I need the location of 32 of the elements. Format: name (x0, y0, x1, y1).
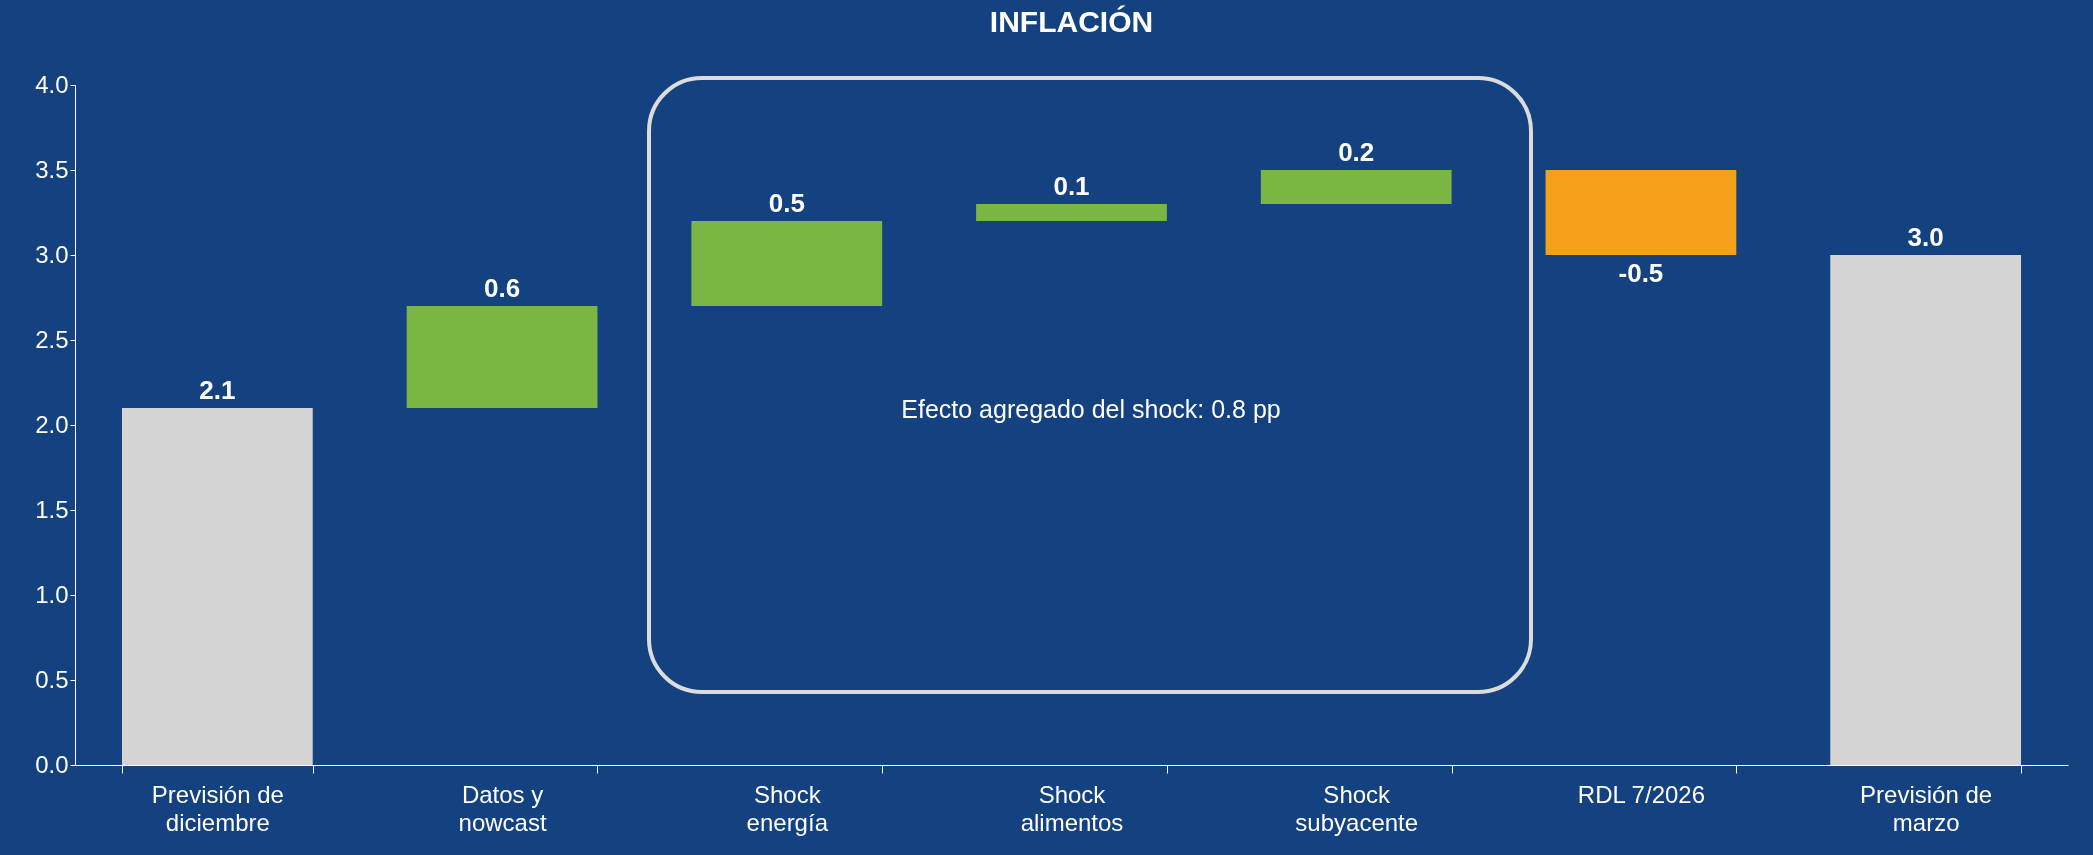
y-tick-label: 0.5 (35, 665, 69, 693)
bar (976, 204, 1167, 221)
data-label: 0.1 (1053, 171, 1090, 201)
x-tick-label: Datos y nowcast (458, 780, 547, 836)
y-tick-label: 3.5 (35, 155, 69, 183)
data-label: 3.0 (1907, 222, 1944, 252)
bar (1545, 170, 1737, 255)
data-label: 0.2 (1338, 137, 1375, 167)
y-tick-label: 3.0 (35, 240, 69, 268)
y-tick-label: 4.0 (35, 70, 69, 98)
y-tick-label: 2.5 (35, 325, 69, 353)
x-tick-label: Previsión de marzo (1860, 780, 1993, 836)
data-label: -0.5 (1618, 258, 1664, 288)
y-tick-label: 0.0 (35, 750, 69, 778)
x-tick-label: Shock subyacente (1295, 780, 1419, 836)
x-tick-label: RDL 7/2026 (1577, 780, 1706, 808)
y-tick-label: 2.0 (35, 410, 69, 438)
bar (406, 306, 598, 408)
x-tick-label: Shock energía (746, 780, 829, 836)
y-tick-label: 1.0 (35, 580, 69, 608)
bar (1830, 255, 2022, 765)
data-label: 2.1 (199, 375, 236, 405)
data-label: 0.6 (483, 273, 521, 303)
y-tick-label: 1.5 (35, 495, 69, 523)
x-tick-label: Shock alimentos (1020, 780, 1124, 836)
bar (1260, 170, 1452, 204)
bar (691, 221, 883, 306)
data-label: 0.5 (768, 188, 805, 218)
chart-title: INFLACIÓN (989, 5, 1154, 38)
annotation: Efecto agregado del shock: 0.8 pp (901, 395, 1281, 423)
x-tick-label: Previsión de diciembre (151, 780, 284, 836)
bar (121, 408, 313, 765)
